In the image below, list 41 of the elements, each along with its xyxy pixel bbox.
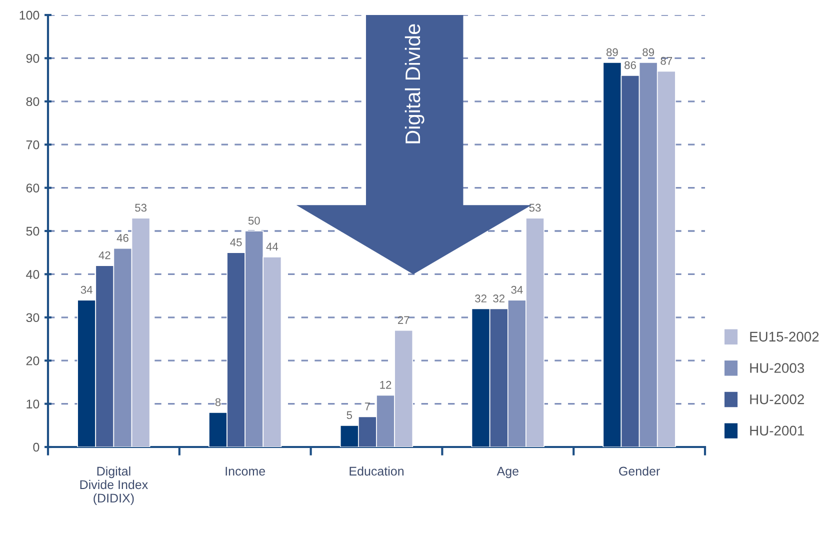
data-label: 44	[266, 242, 278, 250]
x-tick-label: Gender	[619, 466, 660, 476]
data-label: 53	[529, 204, 541, 212]
y-tick-label: 50	[26, 226, 40, 236]
data-label: 53	[135, 204, 146, 212]
data-label: 32	[475, 294, 486, 302]
x-tick-label: Digital Divide Index (DIDIX)	[80, 466, 148, 506]
data-label: 5	[346, 411, 352, 420]
data-label: 86	[624, 61, 636, 70]
data-label: 27	[398, 316, 410, 324]
y-tick-label: 40	[26, 270, 40, 279]
data-label: 89	[642, 48, 654, 56]
y-tick-label: 10	[26, 400, 40, 408]
y-tick-label: 100	[20, 10, 40, 20]
data-label: 50	[248, 216, 260, 225]
data-label: 7	[364, 402, 370, 410]
data-label: 42	[98, 251, 110, 260]
legend-label: EU15-2002	[750, 332, 819, 342]
y-tick-label: 0	[33, 442, 40, 452]
y-tick-label: 80	[26, 97, 40, 106]
data-label: 12	[380, 380, 392, 389]
data-label: 87	[660, 56, 672, 65]
data-label: 89	[606, 48, 618, 56]
data-label: 46	[116, 234, 128, 242]
y-tick-label: 30	[26, 313, 40, 322]
y-tick-label: 90	[26, 54, 40, 63]
data-label: 45	[230, 238, 242, 246]
legend-label: HU-2002	[750, 394, 804, 404]
y-tick-label: 60	[26, 184, 40, 192]
x-tick-label: Age	[496, 466, 518, 478]
y-tick-label: 20	[26, 356, 40, 366]
legend-label: HU-2003	[750, 363, 804, 373]
data-label: 34	[511, 286, 523, 294]
y-tick-label: 70	[26, 140, 40, 150]
x-tick-label: Income	[226, 466, 266, 476]
legend-label: HU-2001	[750, 426, 804, 436]
x-tick-label: Education	[350, 466, 404, 476]
data-label: 34	[80, 286, 92, 294]
annotation: Digital Divide	[404, 24, 424, 144]
data-label: 8	[215, 398, 221, 406]
data-label: 32	[493, 294, 504, 302]
